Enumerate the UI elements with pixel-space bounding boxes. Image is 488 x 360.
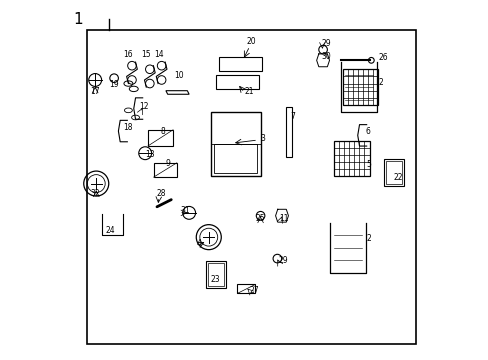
Text: 13: 13 xyxy=(145,150,155,159)
Text: 31: 31 xyxy=(180,206,189,215)
Bar xyxy=(342,69,378,105)
Bar xyxy=(214,144,257,173)
Text: 22: 22 xyxy=(393,173,403,182)
Text: 6: 6 xyxy=(365,127,370,136)
Text: 20: 20 xyxy=(246,37,256,46)
Text: 4: 4 xyxy=(197,239,202,248)
Bar xyxy=(219,57,262,71)
Text: 17: 17 xyxy=(90,87,100,96)
Bar xyxy=(205,261,225,288)
Text: 2: 2 xyxy=(378,78,383,87)
Text: 21: 21 xyxy=(244,87,253,96)
Text: 10: 10 xyxy=(174,71,183,80)
Text: 15: 15 xyxy=(141,50,151,59)
Bar xyxy=(286,107,291,157)
Text: 30: 30 xyxy=(321,52,330,61)
Text: 18: 18 xyxy=(123,123,132,132)
Text: 3: 3 xyxy=(260,134,265,143)
Bar xyxy=(385,161,401,184)
Bar xyxy=(87,30,415,344)
Text: 16: 16 xyxy=(123,50,133,59)
Text: 26: 26 xyxy=(378,53,387,62)
Text: 5: 5 xyxy=(365,161,370,170)
Text: 27: 27 xyxy=(249,285,259,294)
Bar xyxy=(383,159,403,186)
Text: 8: 8 xyxy=(160,127,165,136)
Text: 24: 24 xyxy=(106,226,115,235)
Bar xyxy=(207,263,224,286)
Text: 29: 29 xyxy=(321,39,330,48)
Text: 23: 23 xyxy=(210,275,220,284)
Text: 19: 19 xyxy=(109,80,119,89)
Bar xyxy=(237,284,255,293)
Text: 32: 32 xyxy=(90,189,100,198)
Bar xyxy=(333,141,369,176)
Text: 12: 12 xyxy=(139,102,148,111)
Bar xyxy=(153,163,177,177)
Text: 9: 9 xyxy=(165,159,170,168)
Text: 1: 1 xyxy=(73,12,82,27)
Bar xyxy=(148,130,173,146)
Text: 2: 2 xyxy=(366,234,371,243)
Bar xyxy=(210,112,260,176)
Text: 7: 7 xyxy=(290,112,294,121)
Text: 25: 25 xyxy=(255,214,265,223)
Text: 28: 28 xyxy=(157,189,166,198)
Text: 11: 11 xyxy=(279,214,288,223)
Bar xyxy=(216,75,258,89)
Text: 14: 14 xyxy=(154,50,163,59)
Text: 29: 29 xyxy=(278,256,287,265)
